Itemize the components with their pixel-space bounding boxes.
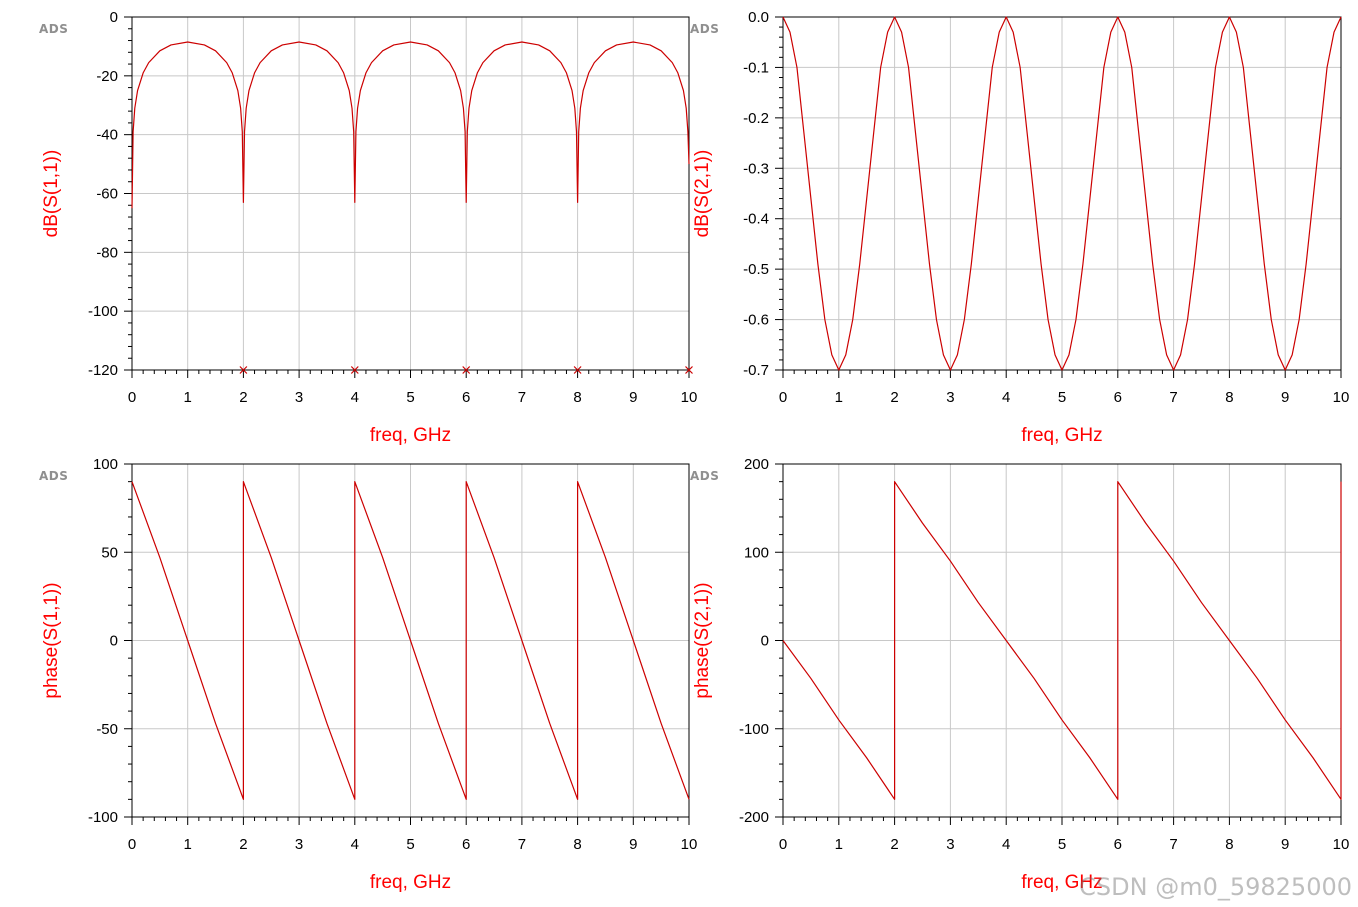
chart-s21-phase-xtick-label: 8 [1225, 836, 1233, 853]
chart-s11-db-xtick-label: 7 [518, 389, 526, 406]
chart-s11-db-xtick-label: 2 [239, 389, 247, 406]
chart-s21-phase-ytick-label: 0 [761, 633, 769, 650]
chart-s11-db-marker [462, 366, 471, 374]
chart-s21-db-xtick-label: 2 [890, 389, 898, 406]
chart-s11-db-marker [573, 366, 582, 374]
chart-s11-db: 0 1 2 3 4 5 6 7 8 9 10 0 -20 -40 -60 -80 -100 -120 freq, G… [39, 9, 697, 446]
chart-s11-db-xtick-label: 4 [351, 389, 359, 406]
chart-s21-phase-ytick-label: -200 [739, 809, 769, 826]
chart-s21-db-ytick-label: -0.3 [743, 160, 769, 177]
chart-s21-db-xtick-label: 9 [1281, 389, 1289, 406]
chart-s21-phase-xtick-label: 10 [1333, 836, 1350, 853]
chart-s21-phase-ytick-label: -100 [739, 721, 769, 738]
chart-s21-phase-xtick-label: 0 [779, 836, 787, 853]
chart-s21-phase-xlabel: freq, GHz [1021, 872, 1102, 893]
chart-s11-phase-xtick-label: 8 [573, 836, 581, 853]
chart-s21-phase-xtick-label: 1 [835, 836, 843, 853]
chart-s21-db: 0 1 2 3 4 5 6 7 8 9 10 0.0 -0.1 -0.2 -0.3 -0.4 -0.5 -0.6 -… [690, 9, 1349, 446]
chart-s11-db-ytick-label: -100 [88, 303, 118, 320]
chart-s11-db-ytick-label: 0 [110, 9, 118, 26]
chart-s21-phase-ads-logo: ADS [690, 469, 719, 483]
chart-s11-db-marker [685, 366, 693, 374]
chart-s11-db-xtick-label: 6 [462, 389, 470, 406]
chart-s21-phase-xtick-label: 2 [890, 836, 898, 853]
chart-s11-phase-ytick-label: 100 [93, 456, 118, 473]
chart-s21-db-ytick-label: 0.0 [748, 9, 769, 26]
chart-s21-db-xtick-label: 0 [779, 389, 787, 406]
chart-s21-db-xtick-label: 5 [1058, 389, 1066, 406]
chart-s11-db-trace [131, 41, 690, 209]
chart-s11-db-ytick-label: -40 [96, 127, 118, 144]
chart-s11-db-ads-logo: ADS [39, 22, 68, 36]
chart-s21-db-xtick-label: 4 [1002, 389, 1010, 406]
chart-s21-db-xtick-label: 10 [1333, 389, 1350, 406]
chart-s21-db-ytick-label: -0.6 [743, 312, 769, 329]
chart-s21-phase-xtick-label: 6 [1114, 836, 1122, 853]
chart-s21-db-xtick-label: 7 [1169, 389, 1177, 406]
chart-s21-phase-ylabel: phase(S(2,1)) [692, 582, 713, 698]
watermark: CSDN @m0_59825000 [1079, 873, 1352, 901]
chart-s11-db-ylabel: dB(S(1,1)) [41, 150, 62, 238]
chart-s21-db-ads-logo: ADS [690, 22, 719, 36]
chart-s11-db-marker [350, 366, 359, 374]
chart-s11-db-xtick-label: 5 [406, 389, 414, 406]
chart-s11-db-xtick-label: 9 [629, 389, 637, 406]
chart-s21-phase-xtick-label: 5 [1058, 836, 1066, 853]
chart-s11-phase-xlabel: freq, GHz [370, 872, 451, 893]
chart-s11-db-ytick-label: -20 [96, 68, 118, 85]
chart-s21-phase: 0 1 2 3 4 5 6 7 8 9 10 200 100 0 -100 -200 freq, GHz phas… [690, 456, 1349, 893]
chart-s11-phase-ytick-label: 50 [101, 544, 118, 561]
chart-s11-phase-ytick-label: -50 [96, 721, 118, 738]
chart-s11-db-xlabel: freq, GHz [370, 425, 451, 446]
chart-s11-phase-xtick-label: 2 [239, 836, 247, 853]
chart-s11-db-ytick-label: -80 [96, 244, 118, 261]
chart-s11-phase-ytick-label: 0 [110, 633, 118, 650]
chart-s11-phase-xtick-label: 6 [462, 836, 470, 853]
chart-s11-db-ytick-label: -60 [96, 186, 118, 203]
chart-s11-phase-ads-logo: ADS [39, 469, 68, 483]
chart-s11-db-xtick-label: 0 [128, 389, 136, 406]
chart-s21-db-xlabel: freq, GHz [1021, 425, 1102, 446]
chart-s21-phase-xtick-label: 3 [946, 836, 954, 853]
chart-s11-phase-xtick-label: 7 [518, 836, 526, 853]
chart-s21-phase-xtick-label: 7 [1169, 836, 1177, 853]
chart-s21-db-ytick-label: -0.5 [743, 261, 769, 278]
chart-s21-phase-trace [782, 481, 1342, 800]
chart-s11-phase-ytick-label: -100 [88, 809, 118, 826]
chart-s21-db-ytick-label: -0.1 [743, 59, 769, 76]
chart-s11-phase-ylabel: phase(S(1,1)) [41, 582, 62, 698]
chart-s11-phase-frame [131, 463, 690, 818]
chart-s21-db-ytick-label: -0.7 [743, 362, 769, 379]
chart-s11-phase-xtick-label: 10 [681, 836, 698, 853]
chart-s11-phase-xtick-label: 9 [629, 836, 637, 853]
chart-s11-phase-xtick-label: 5 [406, 836, 414, 853]
chart-s11-db-xtick-label: 8 [573, 389, 581, 406]
chart-s11-phase: 0 1 2 3 4 5 6 7 8 9 10 100 50 0 -50 -100 freq, GHz phase(… [39, 456, 697, 893]
chart-s11-db-xtick-label: 10 [681, 389, 698, 406]
chart-s11-phase-xtick-label: 3 [295, 836, 303, 853]
chart-s11-db-xtick-label: 1 [184, 389, 192, 406]
chart-s11-phase-xtick-label: 0 [128, 836, 136, 853]
chart-s21-db-ytick-label: -0.2 [743, 110, 769, 127]
chart-s21-phase-xtick-label: 9 [1281, 836, 1289, 853]
chart-s11-phase-xtick-label: 4 [351, 836, 359, 853]
chart-s11-phase-trace [131, 481, 690, 800]
chart-s21-phase-ytick-label: 100 [744, 544, 769, 561]
chart-s21-phase-xtick-label: 4 [1002, 836, 1010, 853]
chart-s11-db-xtick-label: 3 [295, 389, 303, 406]
chart-s21-db-xtick-label: 3 [946, 389, 954, 406]
chart-s21-db-xtick-label: 8 [1225, 389, 1233, 406]
chart-s21-db-xtick-label: 6 [1114, 389, 1122, 406]
chart-s21-phase-ytick-label: 200 [744, 456, 769, 473]
chart-s21-db-trace [782, 16, 1342, 371]
chart-s11-phase-xtick-label: 1 [184, 836, 192, 853]
chart-s21-db-ylabel: dB(S(2,1)) [692, 150, 713, 238]
chart-s21-db-xtick-label: 1 [835, 389, 843, 406]
chart-s11-db-ytick-label: -120 [88, 362, 118, 379]
chart-s11-db-marker [239, 366, 248, 374]
chart-s21-db-ytick-label: -0.4 [743, 211, 769, 228]
